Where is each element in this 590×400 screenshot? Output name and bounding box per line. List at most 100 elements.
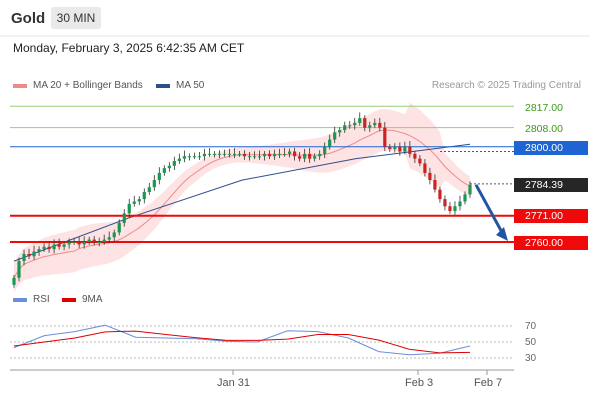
candle-body <box>127 203 131 214</box>
forecast-arrow-shaft <box>474 184 506 237</box>
level-2800: 2800.00 <box>514 141 588 155</box>
candle-body <box>267 153 272 157</box>
candle-body <box>17 261 21 278</box>
candle-body <box>77 242 81 245</box>
top-bar: Gold 30 MIN <box>0 0 590 36</box>
forecast-arrow-head <box>496 227 508 241</box>
candle-body <box>298 156 302 159</box>
candle-body <box>57 244 61 247</box>
candle-body <box>227 153 232 155</box>
candle-body <box>102 239 106 242</box>
candle-body <box>408 146 412 154</box>
candle-body <box>107 237 111 240</box>
candle-body <box>378 122 382 128</box>
legend-ma20-label: MA 20 + Bollinger Bands <box>33 80 143 91</box>
level-2760: 2760.00 <box>514 236 588 250</box>
candle-body <box>192 156 196 158</box>
candle-body <box>277 153 282 155</box>
candle-body <box>393 146 397 150</box>
candle-body <box>152 180 156 188</box>
level-2771: 2771.00 <box>514 209 588 223</box>
candle-body <box>252 156 257 158</box>
candle-body <box>338 130 342 133</box>
candle-body <box>308 153 312 159</box>
rsi-line <box>13 324 471 356</box>
candle-body <box>418 158 422 164</box>
candle-body <box>438 189 442 200</box>
candle-body <box>348 125 352 127</box>
candle-body <box>257 156 262 158</box>
candle-body <box>288 151 292 154</box>
candle-body <box>468 184 472 195</box>
candle-body <box>217 153 222 155</box>
candle-body <box>398 146 402 152</box>
candle-body <box>177 158 181 162</box>
candle-body <box>403 146 407 152</box>
candle-body <box>207 153 212 155</box>
legend-rsi-label: RSI <box>33 294 50 305</box>
candle-body <box>272 153 277 157</box>
candle-body <box>47 246 51 250</box>
candle-body <box>87 239 91 242</box>
candle-body <box>62 244 66 247</box>
candle-body <box>187 156 191 158</box>
candle-body <box>132 201 136 204</box>
rsi-tick-70: 70 <box>525 321 537 332</box>
candle-body <box>368 125 372 128</box>
x-label-feb7: Feb 7 <box>474 377 503 389</box>
candle-body <box>42 246 46 250</box>
level-2817: 2817.00 <box>525 102 563 114</box>
candle-body <box>343 125 347 131</box>
candle-body <box>353 122 357 126</box>
9ma-swatch <box>62 297 76 302</box>
candle-body <box>232 153 237 155</box>
candle-body <box>463 194 467 202</box>
candle-body <box>137 199 141 202</box>
candle-body <box>27 253 31 257</box>
candle-body <box>242 153 247 157</box>
candle-body <box>52 244 56 250</box>
candle-body <box>142 191 146 200</box>
rsi-swatch <box>13 297 27 302</box>
candle-body <box>97 242 101 243</box>
candle-body <box>147 187 151 192</box>
timeframe-selector[interactable]: 30 MIN <box>51 7 101 29</box>
candle-body <box>358 118 362 123</box>
candle-body <box>112 232 116 238</box>
candle-body <box>448 206 452 212</box>
candle-body <box>82 242 86 245</box>
candle-body <box>237 153 242 155</box>
candle-body <box>388 146 392 150</box>
candle-body <box>22 253 26 262</box>
legend-9ma-label: 9MA <box>82 294 103 305</box>
candle-body <box>197 156 202 158</box>
candle-body <box>318 153 322 157</box>
ma50-line <box>13 143 471 262</box>
candle-body <box>293 151 297 157</box>
candle-body <box>172 161 176 166</box>
ma20-line <box>13 129 471 278</box>
rsi-9ma-line <box>13 330 471 354</box>
legend-ma50: MA 50 <box>156 80 204 91</box>
ma50-swatch <box>156 83 170 88</box>
candle-body <box>423 163 427 173</box>
candle-body <box>433 180 437 190</box>
candle-body <box>202 153 207 157</box>
candle-body <box>32 251 36 257</box>
candle-body <box>303 153 307 159</box>
candle-body <box>12 277 16 285</box>
candle-body <box>92 239 96 242</box>
candle-body <box>313 156 317 159</box>
x-label-jan31: Jan 31 <box>217 377 251 389</box>
x-label-feb3: Feb 3 <box>405 377 434 389</box>
candle-body <box>157 172 161 181</box>
candle-body <box>413 153 417 159</box>
candle-body <box>428 172 432 181</box>
instrument-title: Gold <box>11 10 46 27</box>
candle-body <box>328 139 332 147</box>
candle-body <box>282 153 287 155</box>
candle-body <box>162 168 166 173</box>
candle-body <box>373 122 377 126</box>
candle-body <box>323 146 327 154</box>
